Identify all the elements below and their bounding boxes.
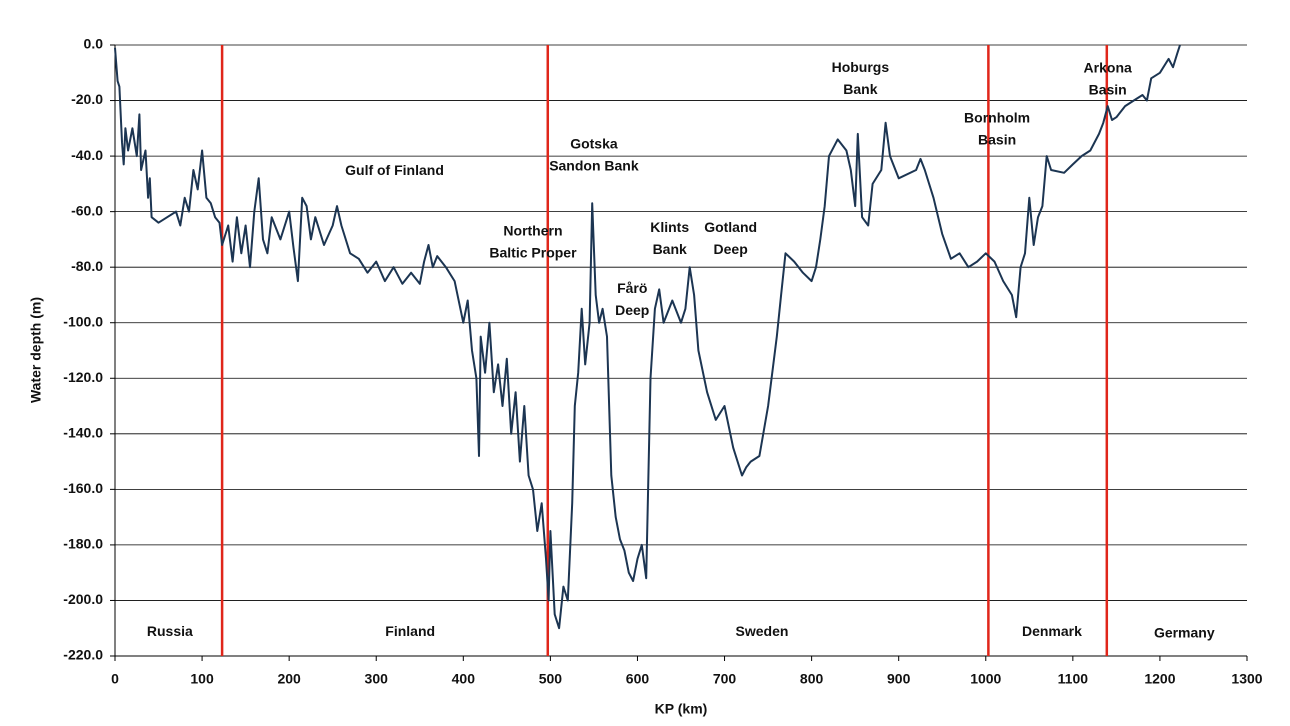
y-tick-label: -20.0 <box>71 91 103 107</box>
annotation: Bank <box>843 81 877 97</box>
x-tick-label: 1200 <box>1144 671 1175 687</box>
annotation: Bornholm <box>964 110 1030 126</box>
x-tick-label: 300 <box>365 671 389 687</box>
x-tick-label: 200 <box>277 671 301 687</box>
annotation: Northern <box>503 223 562 239</box>
annotation: Gotland <box>704 219 757 235</box>
annotation: Denmark <box>1022 623 1082 639</box>
x-tick-label: 900 <box>887 671 911 687</box>
x-tick-label: 600 <box>626 671 650 687</box>
annotation: Gulf of Finland <box>345 162 444 178</box>
x-tick-label: 1300 <box>1231 671 1262 687</box>
y-tick-label: 0.0 <box>84 36 104 52</box>
annotation: Klints <box>650 219 689 235</box>
y-tick-label: -140.0 <box>63 425 103 441</box>
y-axis-label: Water depth (m) <box>28 297 44 403</box>
annotation: Baltic Proper <box>489 245 577 261</box>
annotation: Fårö <box>617 280 647 296</box>
y-tick-label: -120.0 <box>63 369 103 385</box>
x-tick-label: 700 <box>713 671 737 687</box>
annotation: Deep <box>615 302 649 318</box>
annotation: Germany <box>1154 624 1215 640</box>
annotation: Deep <box>714 241 748 257</box>
x-tick-label: 0 <box>111 671 119 687</box>
y-tick-label: -220.0 <box>63 647 103 663</box>
annotation: Sweden <box>736 623 789 639</box>
x-tick-label: 100 <box>190 671 214 687</box>
y-tick-label: -160.0 <box>63 480 103 496</box>
x-tick-label: 1000 <box>970 671 1001 687</box>
annotation: Bank <box>653 241 687 257</box>
x-tick-label: 500 <box>539 671 563 687</box>
y-tick-label: -100.0 <box>63 313 103 329</box>
x-axis-label: KP (km) <box>655 701 708 717</box>
annotation: Arkona <box>1084 60 1132 76</box>
y-tick-label: -200.0 <box>63 591 103 607</box>
annotation: Basin <box>1089 82 1127 98</box>
depth-line <box>114 44 1181 630</box>
annotation: Basin <box>978 132 1016 148</box>
x-tick-label: 800 <box>800 671 824 687</box>
annotation: Russia <box>147 623 193 639</box>
y-tick-label: -60.0 <box>71 202 103 218</box>
x-tick-label: 400 <box>452 671 476 687</box>
annotation: Finland <box>385 623 435 639</box>
annotation: Gotska <box>570 136 618 152</box>
y-tick-label: -80.0 <box>71 258 103 274</box>
y-tick-label: -180.0 <box>63 536 103 552</box>
x-tick-label: 1100 <box>1058 671 1089 687</box>
annotation: Sandon Bank <box>549 158 639 174</box>
annotation: Hoburgs <box>832 59 890 75</box>
y-tick-label: -40.0 <box>71 147 103 163</box>
